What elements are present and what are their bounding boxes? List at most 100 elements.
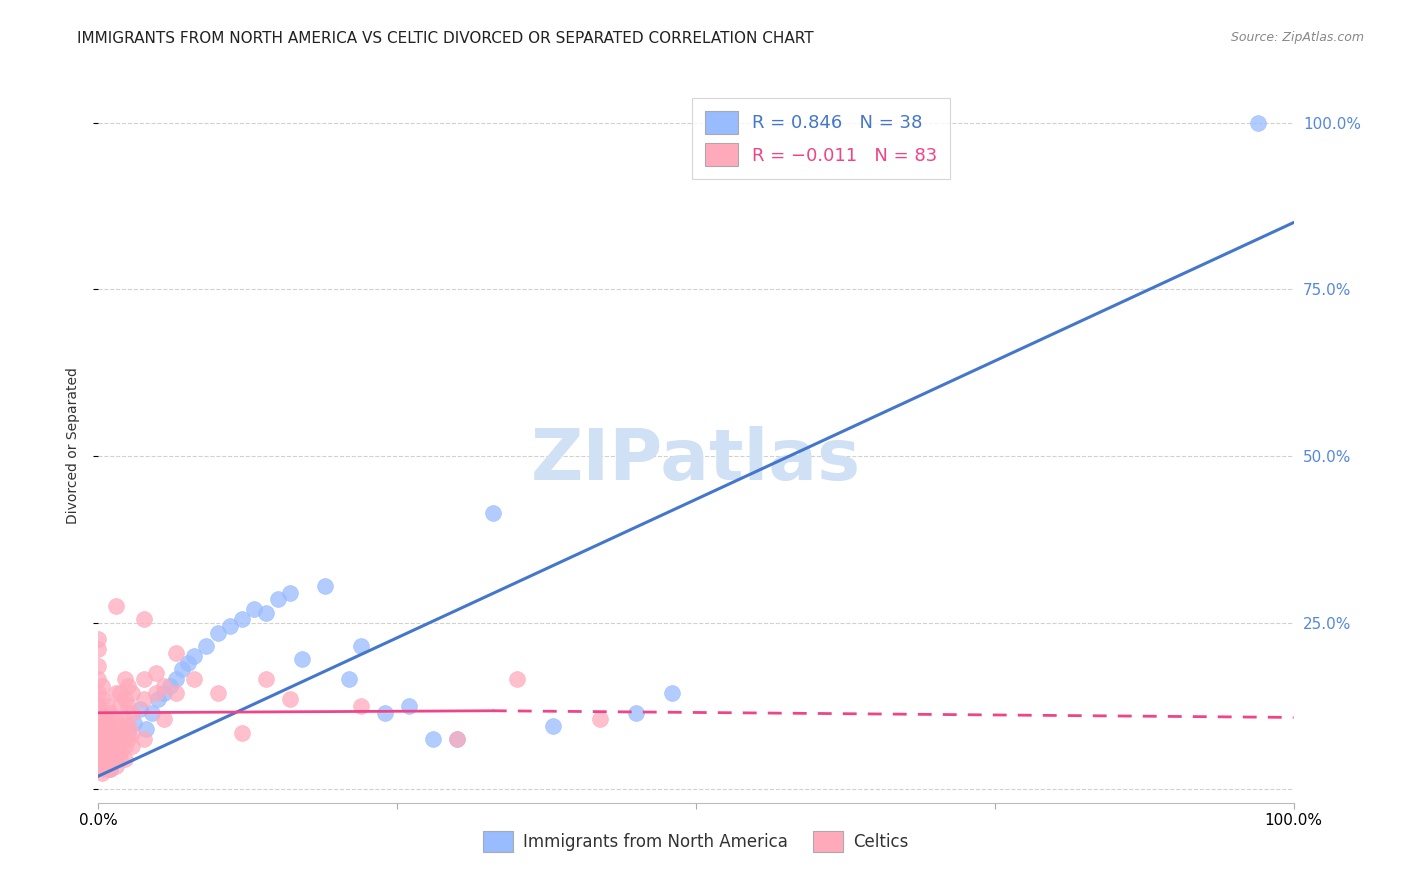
Point: [108, 732, 131, 747]
Point: [207, 625, 229, 640]
Point: [278, 585, 301, 599]
Point: [87, 752, 110, 766]
Point: [121, 686, 143, 700]
Point: [91, 765, 114, 780]
Point: [114, 692, 136, 706]
Point: [661, 686, 683, 700]
Point: [114, 725, 136, 739]
Point: [1247, 115, 1270, 129]
Point: [481, 506, 505, 520]
Point: [172, 662, 194, 676]
Point: [98, 763, 122, 777]
Point: [93, 756, 115, 770]
Point: [153, 713, 176, 727]
Point: [117, 699, 139, 714]
Point: [165, 686, 187, 700]
Point: [108, 752, 131, 766]
Point: [339, 673, 361, 687]
Point: [114, 713, 136, 727]
Point: [91, 706, 114, 720]
Point: [91, 679, 114, 693]
Point: [446, 732, 468, 747]
Point: [350, 639, 373, 653]
Point: [98, 732, 122, 747]
Point: [132, 612, 155, 626]
Point: [117, 679, 139, 693]
Point: [98, 706, 122, 720]
Point: [243, 602, 266, 616]
Point: [108, 746, 131, 760]
Point: [108, 686, 131, 700]
Point: [121, 706, 143, 720]
Point: [254, 673, 277, 687]
Point: [105, 686, 128, 700]
Point: [105, 739, 128, 753]
Point: [121, 725, 143, 739]
Point: [374, 706, 396, 720]
Point: [87, 746, 110, 760]
Point: [96, 752, 118, 766]
Point: [96, 699, 118, 714]
Point: [105, 725, 128, 739]
Point: [96, 713, 118, 727]
Point: [207, 686, 229, 700]
Point: [153, 679, 176, 693]
Point: [124, 715, 146, 730]
Point: [98, 719, 122, 733]
Point: [165, 646, 187, 660]
Point: [87, 699, 110, 714]
Point: [87, 673, 110, 687]
Point: [87, 686, 110, 700]
Point: [91, 752, 114, 766]
Point: [145, 686, 167, 700]
Point: [87, 642, 110, 657]
Point: [589, 713, 612, 727]
Point: [91, 759, 114, 773]
Point: [98, 763, 122, 777]
Point: [96, 725, 118, 739]
Point: [114, 673, 136, 687]
Point: [231, 725, 253, 739]
Text: Source: ZipAtlas.com: Source: ZipAtlas.com: [1230, 31, 1364, 45]
Text: ZIPatlas: ZIPatlas: [531, 425, 860, 495]
Point: [105, 749, 128, 764]
Point: [159, 679, 181, 693]
Point: [145, 665, 167, 680]
Point: [183, 649, 205, 664]
Point: [98, 746, 122, 760]
Point: [87, 739, 110, 753]
Point: [132, 673, 155, 687]
Point: [117, 719, 139, 733]
Point: [98, 746, 122, 760]
Point: [422, 732, 444, 747]
Point: [91, 732, 114, 747]
Point: [141, 706, 163, 720]
Y-axis label: Divorced or Separated: Divorced or Separated: [66, 368, 80, 524]
Point: [87, 713, 110, 727]
Point: [129, 702, 152, 716]
Point: [117, 725, 139, 739]
Point: [98, 759, 122, 773]
Point: [91, 692, 114, 706]
Point: [105, 713, 128, 727]
Point: [267, 592, 290, 607]
Point: [219, 619, 242, 633]
Point: [96, 759, 118, 773]
Point: [446, 732, 468, 747]
Point: [183, 673, 205, 687]
Point: [117, 732, 139, 747]
Point: [105, 742, 128, 756]
Point: [153, 686, 176, 700]
Point: [114, 752, 136, 766]
Point: [87, 632, 110, 647]
Point: [135, 723, 157, 737]
Point: [398, 699, 420, 714]
Point: [87, 759, 110, 773]
Point: [96, 763, 118, 777]
Point: [87, 732, 110, 747]
Point: [291, 652, 314, 666]
Point: [254, 606, 277, 620]
Point: [541, 719, 564, 733]
Point: [148, 692, 170, 706]
Point: [108, 719, 131, 733]
